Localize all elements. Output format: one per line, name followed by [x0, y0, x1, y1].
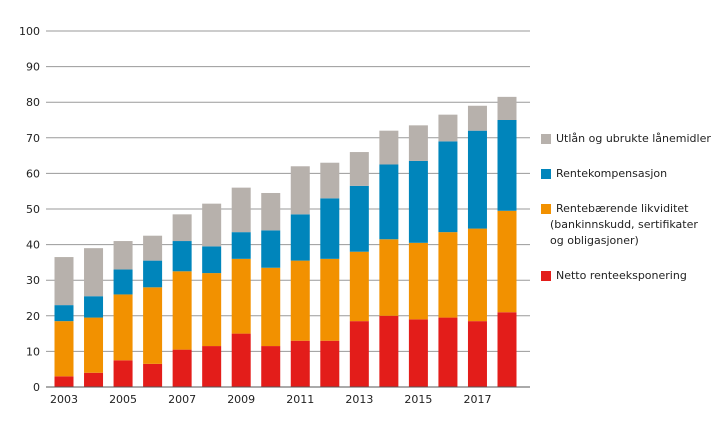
bar-segment	[84, 317, 104, 373]
legend: Utlån og ubrukte lånemidler Rentekompens…	[541, 131, 711, 303]
bar-segment	[231, 232, 251, 259]
bar-segment	[202, 203, 222, 247]
legend-swatch-blue	[541, 169, 551, 179]
bar-segment	[54, 376, 74, 387]
bar-segment	[438, 232, 458, 318]
bar-segment	[202, 346, 222, 387]
y-tick-label: 90	[26, 61, 40, 74]
y-tick-label: 70	[26, 132, 40, 145]
y-tick-label: 100	[19, 25, 40, 38]
legend-item-rentekompensasjon: Rentekompensasjon	[541, 166, 711, 182]
legend-item-utlan: Utlån og ubrukte lånemidler	[541, 131, 711, 147]
bar-segment	[143, 363, 163, 387]
bar-segment	[379, 239, 399, 316]
bar-segment	[438, 141, 458, 233]
bar-segment	[379, 315, 399, 387]
y-tick-label: 10	[26, 345, 40, 358]
bar-segment	[172, 271, 192, 350]
legend-swatch-red	[541, 271, 551, 281]
legend-label: Rentebærende likviditet (bankinnskudd, s…	[550, 202, 698, 247]
bar-segment	[84, 248, 104, 297]
bar-segment	[84, 296, 104, 318]
bar-segment	[290, 340, 310, 387]
y-tick-label: 0	[33, 381, 40, 394]
bar-segment	[349, 152, 369, 186]
bar-segment	[172, 214, 192, 242]
bar-segment	[349, 185, 369, 252]
bar-segment	[113, 294, 133, 361]
bar-segment	[231, 187, 251, 233]
x-tick-label: 2005	[109, 393, 137, 406]
bar-segment	[54, 257, 74, 306]
bar-segment	[231, 258, 251, 334]
bar-segment	[349, 321, 369, 387]
legend-item-likviditet: Rentebærende likviditet (bankinnskudd, s…	[541, 201, 711, 249]
bar-segment	[320, 162, 340, 199]
bar-segment	[438, 114, 458, 142]
bar-segment	[497, 210, 517, 313]
bar-segment	[261, 346, 281, 387]
bar-segment	[379, 164, 399, 240]
bar-segment	[113, 241, 133, 270]
y-tick-label: 20	[26, 310, 40, 323]
bar-segment	[467, 228, 487, 322]
bar-segment	[467, 105, 487, 131]
bar-segment	[379, 130, 399, 165]
x-tick-label: 2015	[404, 393, 432, 406]
x-tick-label: 2017	[463, 393, 491, 406]
bar-segment	[467, 130, 487, 229]
legend-swatch-orange	[541, 204, 551, 214]
x-tick-label: 2007	[168, 393, 196, 406]
bar-segment	[320, 258, 340, 341]
y-tick-label: 80	[26, 96, 40, 109]
y-tick-label: 40	[26, 239, 40, 252]
bar-segment	[290, 260, 310, 341]
x-tick-label: 2009	[227, 393, 255, 406]
bar-segment	[143, 287, 163, 364]
bar-segment	[320, 198, 340, 259]
bar-segment	[143, 235, 163, 261]
bar-segment	[438, 317, 458, 387]
y-tick-label: 60	[26, 167, 40, 180]
bar-segment	[54, 321, 74, 377]
bar-segment	[261, 192, 281, 231]
x-tick-label: 2003	[50, 393, 78, 406]
bar-segment	[231, 333, 251, 387]
bar-segment	[467, 321, 487, 387]
bar-segment	[143, 260, 163, 288]
bar-segment	[261, 267, 281, 347]
y-tick-label: 50	[26, 203, 40, 216]
bar-segment	[290, 214, 310, 261]
bar-segment	[497, 312, 517, 387]
legend-item-netto: Netto renteeksponering	[541, 268, 711, 284]
bar-segment	[202, 246, 222, 274]
bar-segment	[408, 125, 428, 161]
bar-segment	[261, 230, 281, 268]
legend-label: Rentekompensasjon	[556, 167, 668, 180]
bar-segment	[54, 305, 74, 322]
bar-segment	[113, 360, 133, 387]
bar-segment	[349, 251, 369, 322]
y-tick-label: 30	[26, 274, 40, 287]
x-tick-label: 2013	[345, 393, 373, 406]
bar-segment	[497, 120, 517, 211]
legend-swatch-gray	[541, 134, 551, 144]
bar-segment	[497, 96, 517, 120]
bar-segment	[172, 349, 192, 387]
bar-segment	[84, 372, 104, 387]
bar-segment	[113, 269, 133, 295]
bar-segment	[290, 166, 310, 215]
bar-segment	[408, 319, 428, 387]
bar-segment	[320, 340, 340, 387]
bar-segment	[408, 242, 428, 320]
bar-segment	[202, 273, 222, 347]
bar-segment	[172, 241, 192, 272]
bar-segment	[408, 160, 428, 243]
x-tick-label: 2011	[286, 393, 314, 406]
legend-label: Netto renteeksponering	[556, 269, 687, 282]
legend-label: Utlån og ubrukte lånemidler	[556, 132, 711, 145]
